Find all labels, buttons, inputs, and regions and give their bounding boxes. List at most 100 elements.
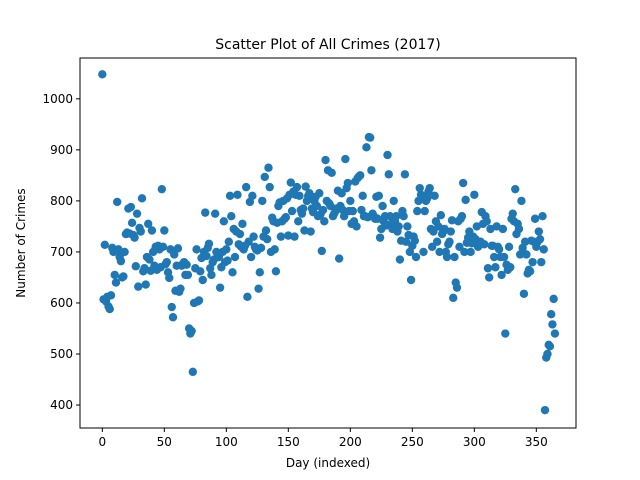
data-point-268 — [430, 191, 439, 200]
data-point-48 — [157, 184, 167, 194]
data-point-243 — [399, 212, 408, 221]
data-point-347 — [528, 257, 537, 267]
data-point-11 — [111, 278, 121, 287]
data-point-224 — [375, 233, 385, 242]
data-point-109 — [233, 190, 242, 199]
data-point-331 — [508, 209, 517, 218]
data-point-244 — [400, 170, 410, 179]
data-point-148 — [281, 213, 291, 222]
data-point-95 — [215, 283, 225, 292]
data-point-23 — [126, 202, 136, 212]
data-point-235 — [389, 196, 398, 206]
data-point-117 — [243, 292, 252, 302]
data-point-128 — [256, 243, 266, 253]
x-tick-label-3: 150 — [277, 435, 300, 449]
data-point-363 — [548, 320, 557, 329]
data-point-129 — [258, 196, 267, 206]
data-point-157 — [292, 182, 302, 192]
data-point-208 — [356, 171, 365, 180]
data-point-69 — [183, 270, 193, 280]
data-point-49 — [158, 242, 168, 252]
data-point-300 — [470, 190, 479, 199]
data-point-353 — [535, 234, 545, 244]
data-point-239 — [394, 222, 403, 231]
data-point-81 — [198, 275, 207, 285]
data-point-180 — [321, 155, 330, 165]
data-point-120 — [246, 252, 256, 262]
data-point-264 — [425, 183, 434, 193]
data-point-311 — [483, 264, 493, 273]
data-point-198 — [343, 178, 353, 188]
data-point-297 — [466, 247, 475, 257]
data-point-38 — [145, 255, 154, 264]
data-point-185 — [327, 168, 336, 178]
data-point-58 — [170, 250, 179, 259]
x-tick-label-1: 50 — [157, 435, 172, 449]
data-point-78 — [194, 296, 204, 305]
data-point-226 — [378, 201, 387, 211]
data-point-105 — [228, 268, 237, 277]
data-point-240 — [395, 255, 405, 264]
data-point-272 — [435, 247, 444, 257]
y-axis-label: Number of Crimes — [14, 188, 28, 297]
y-tick-label-6: 1000 — [42, 92, 73, 106]
chart-title: Scatter Plot of All Crimes (2017) — [215, 37, 441, 53]
data-point-50 — [160, 226, 169, 235]
data-point-262 — [423, 194, 432, 203]
plot-area-frame — [79, 57, 577, 429]
data-point-359 — [543, 349, 552, 359]
data-point-144 — [276, 232, 286, 241]
data-point-103 — [225, 191, 235, 200]
data-point-260 — [420, 206, 429, 216]
data-point-121 — [248, 191, 257, 200]
data-point-202 — [348, 206, 357, 216]
data-point-205 — [352, 222, 361, 231]
data-point-237 — [392, 212, 401, 221]
data-point-15 — [116, 256, 126, 266]
data-point-29 — [134, 282, 143, 291]
data-point-152 — [286, 178, 295, 187]
data-point-153 — [287, 206, 297, 216]
data-point-352 — [534, 227, 543, 236]
data-point-131 — [260, 172, 269, 182]
data-point-200 — [346, 196, 355, 206]
x-tick-label-6: 300 — [463, 435, 486, 449]
y-tick-label-2: 600 — [50, 296, 73, 310]
data-point-73 — [188, 367, 198, 377]
data-point-79 — [196, 267, 205, 276]
data-point-310 — [482, 217, 491, 226]
data-point-337 — [516, 250, 525, 259]
data-point-340 — [519, 289, 529, 298]
data-point-217 — [367, 166, 376, 175]
data-point-312 — [485, 273, 494, 282]
data-point-54 — [165, 273, 174, 283]
data-point-57 — [168, 313, 178, 322]
data-point-17 — [119, 272, 128, 281]
data-point-40 — [147, 226, 157, 235]
data-point-191 — [334, 254, 344, 263]
data-point-278 — [442, 252, 452, 262]
data-point-341 — [520, 237, 530, 246]
data-point-158 — [294, 217, 303, 226]
data-point-18 — [120, 247, 129, 257]
x-tick-label-2: 100 — [215, 435, 238, 449]
data-point-179 — [320, 217, 329, 226]
data-point-354 — [537, 257, 546, 267]
data-point-134 — [264, 163, 273, 172]
data-point-159 — [295, 191, 304, 200]
data-point-273 — [436, 210, 446, 220]
data-point-338 — [517, 196, 526, 206]
data-point-216 — [365, 133, 375, 142]
data-point-2 — [100, 240, 110, 249]
data-point-32 — [137, 194, 147, 203]
data-point-127 — [255, 268, 264, 277]
data-point-10 — [110, 270, 119, 280]
data-point-84 — [202, 251, 211, 261]
data-point-281 — [446, 227, 455, 236]
data-point-101 — [223, 256, 232, 265]
data-point-365 — [550, 329, 560, 338]
data-point-68 — [182, 260, 191, 269]
data-point-26 — [130, 233, 139, 242]
data-point-113 — [238, 219, 247, 229]
data-point-231 — [384, 170, 393, 179]
